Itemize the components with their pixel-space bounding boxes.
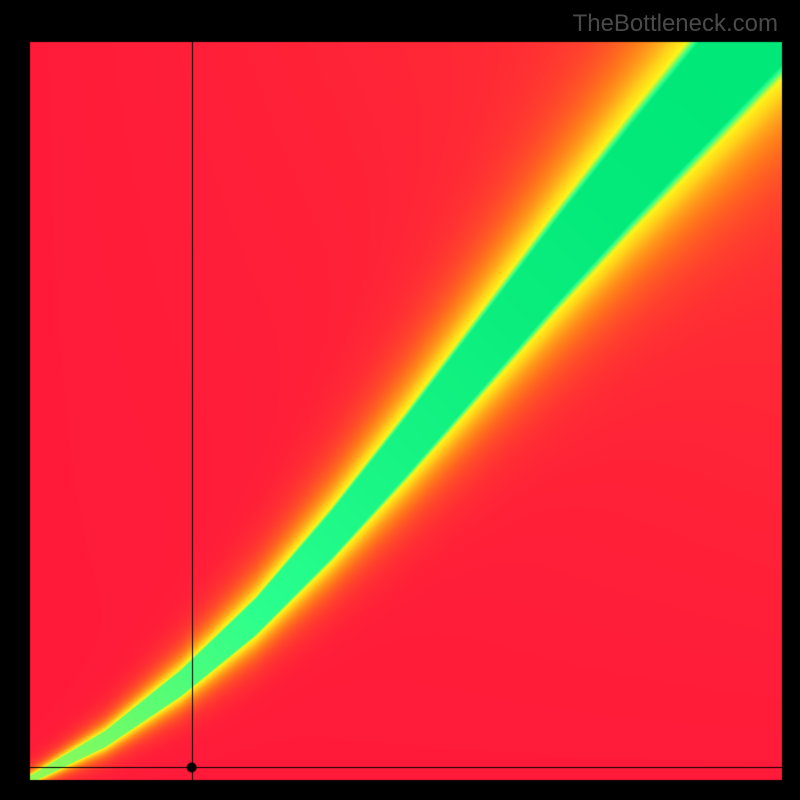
- watermark-text: TheBottleneck.com: [573, 10, 778, 38]
- chart-container: TheBottleneck.com: [0, 0, 800, 800]
- bottleneck-heatmap: [0, 0, 800, 800]
